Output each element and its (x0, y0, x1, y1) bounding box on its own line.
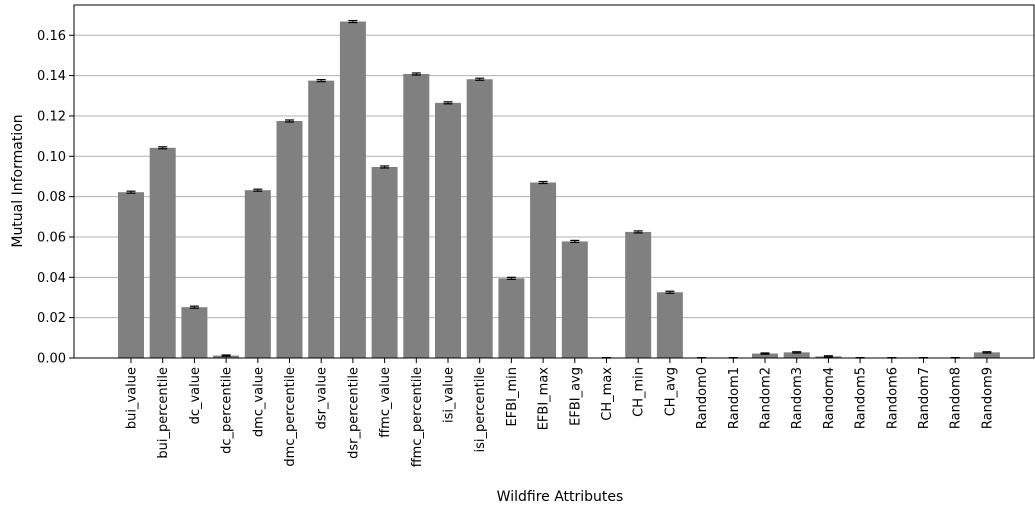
bar (530, 182, 557, 358)
x-tick-label: ffmc_value (378, 367, 393, 438)
x-tick-label: ffmc_percentile (410, 367, 425, 467)
bar (783, 352, 810, 358)
plot-area-frame (73, 4, 1035, 359)
x-tick-label: EFBI_avg (568, 367, 583, 426)
x-tick-label: isi_percentile (473, 367, 488, 453)
x-tick-label: Random5 (854, 367, 869, 429)
bar (561, 241, 588, 358)
x-tick-label: dsr_percentile (346, 367, 361, 459)
bar (244, 190, 271, 358)
y-tick-label: 0.08 (37, 190, 66, 205)
x-tick-label: Random0 (695, 367, 710, 429)
y-axis-label: Mutual Information (10, 114, 26, 247)
x-tick-label: dmc_value (251, 367, 266, 437)
x-axis-label: Wildfire Attributes (497, 489, 624, 505)
bars-layer (118, 21, 1000, 359)
bar (371, 166, 398, 358)
y-tick-label: 0.00 (37, 352, 66, 367)
x-tick-label: bui_percentile (156, 367, 171, 459)
x-tick-label: Random1 (727, 367, 742, 429)
bar (498, 278, 525, 358)
bar (403, 73, 430, 359)
x-tick-label: Random4 (822, 367, 837, 429)
y-tick-label: 0.04 (37, 271, 66, 286)
bar (149, 147, 176, 358)
x-tick-label: EFBI_min (505, 367, 520, 426)
x-tick-label: CH_avg (663, 367, 678, 416)
x-tick-label: dc_percentile (220, 367, 235, 454)
y-tick-label: 0.16 (37, 29, 66, 44)
y-tick-label: 0.06 (37, 230, 66, 245)
bar (339, 21, 366, 359)
x-tick-label: Random2 (759, 367, 774, 429)
bar (435, 102, 461, 359)
x-tick-label: Random7 (917, 367, 932, 429)
bar (118, 192, 144, 358)
bar (181, 307, 208, 358)
bar (308, 80, 335, 359)
bar (973, 352, 1000, 358)
bar (752, 353, 778, 358)
x-tick-label: dsr_value (315, 367, 330, 429)
x-tick-label: Random9 (980, 367, 995, 429)
y-tick-label: 0.10 (37, 150, 66, 165)
x-axis: bui_value bui_percentile dc_value dc_percen… (125, 358, 995, 467)
bar (213, 355, 240, 358)
bar (656, 292, 683, 358)
x-tick-label: bui_value (125, 367, 140, 429)
bar (466, 79, 493, 358)
x-tick-label: dmc_percentile (283, 367, 298, 467)
y-tick-label: 0.14 (37, 69, 66, 84)
x-tick-label: CH_min (632, 367, 647, 417)
bar (276, 120, 303, 358)
x-tick-label: Random8 (949, 367, 964, 429)
y-tick-label: 0.12 (37, 109, 66, 124)
y-axis: 0.00 0.02 0.04 0.06 0.08 0.10 0.12 0.14 0.16 (37, 29, 74, 367)
x-tick-label: Random3 (790, 367, 805, 429)
x-tick-label: CH_max (600, 367, 615, 421)
x-tick-label: isi_value (442, 367, 457, 423)
x-tick-label: Random6 (885, 367, 900, 429)
x-tick-label: EFBI_max (537, 367, 552, 431)
y-tick-label: 0.02 (37, 311, 66, 326)
x-tick-label: dc_value (188, 367, 203, 424)
bar (625, 231, 652, 358)
